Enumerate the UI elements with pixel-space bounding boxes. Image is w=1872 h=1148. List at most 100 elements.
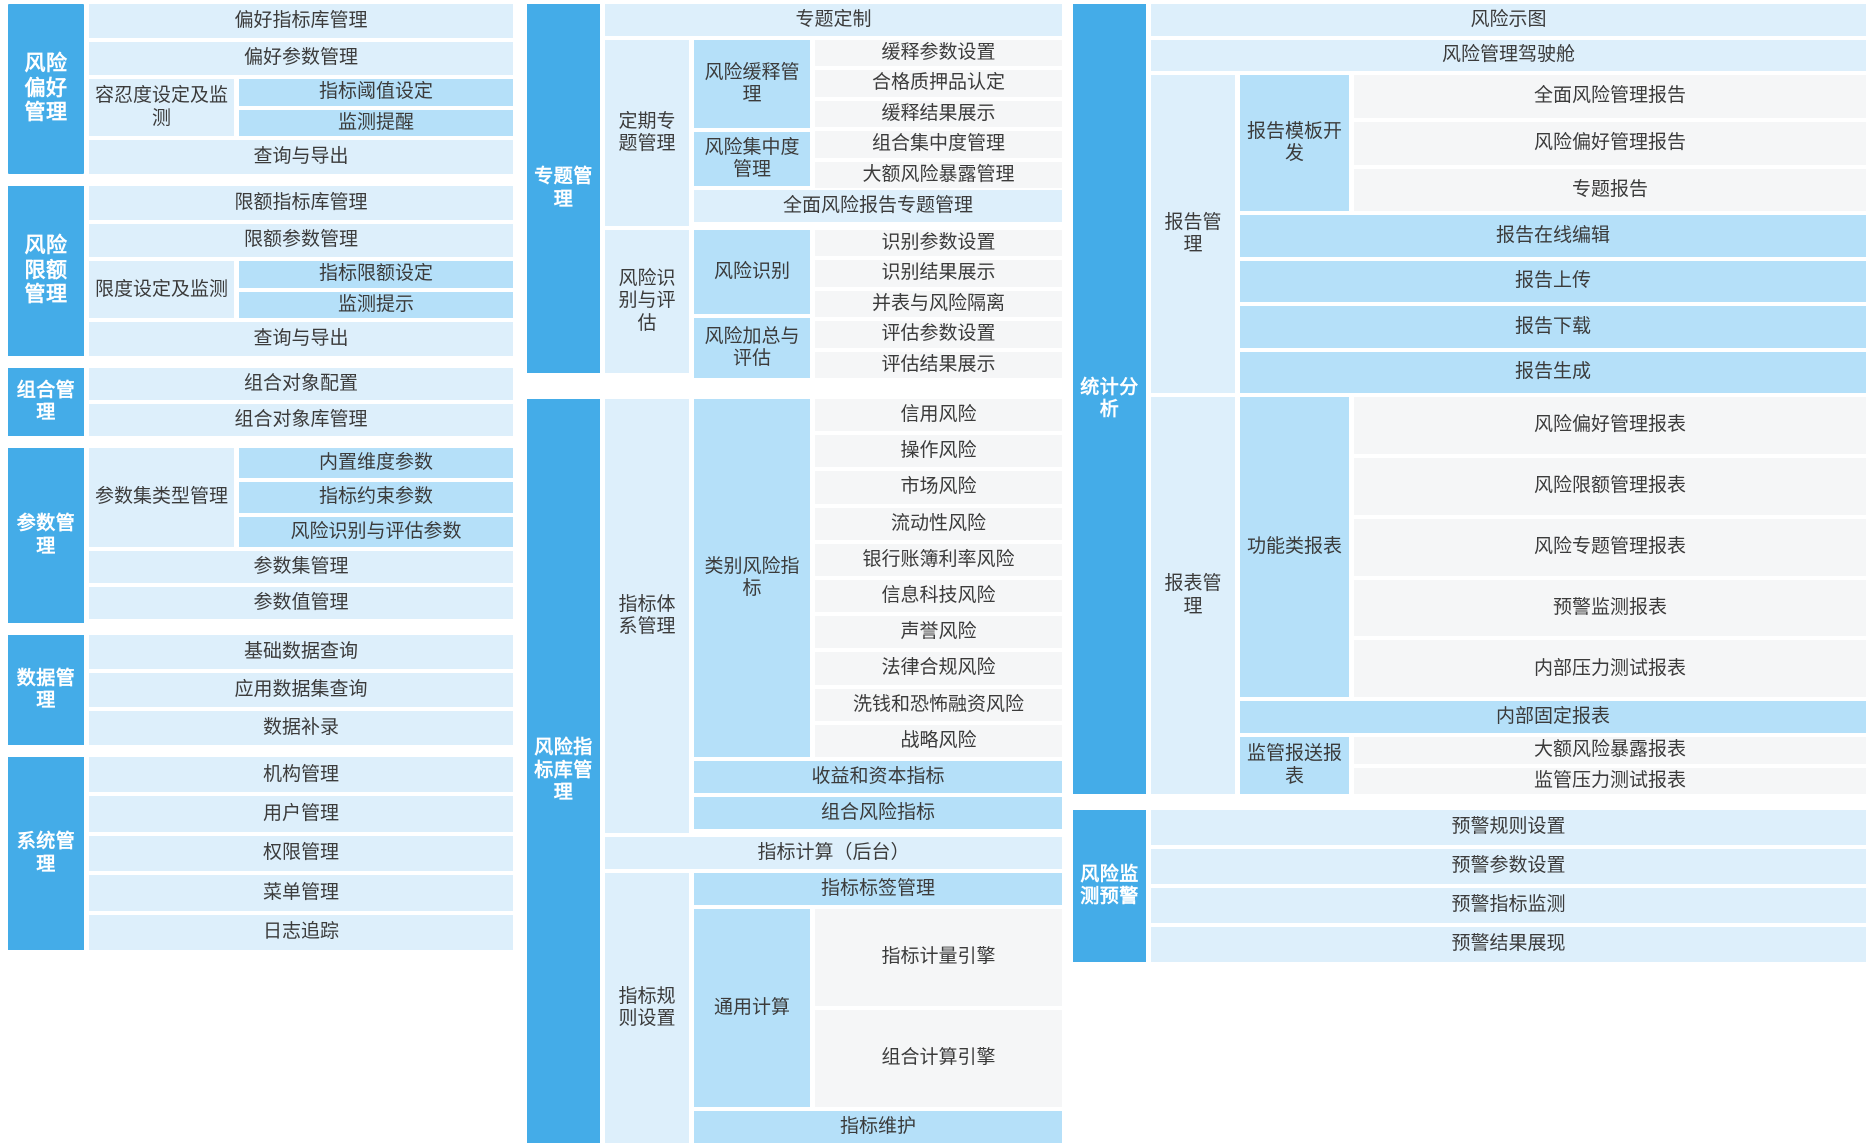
row-mid-risk-mitigation[interactable]: 风险缓释管理 [694, 40, 810, 128]
row-parent-indicator-system[interactable]: 指标体系管理 [605, 399, 689, 833]
row-item[interactable]: 查询与导出 [89, 322, 513, 356]
row-portfolio-risk-indicator[interactable]: 组合风险指标 [694, 797, 1062, 829]
row-leaf[interactable]: 评估结果展示 [815, 351, 1062, 379]
row-risk-cockpit[interactable]: 风险管理驾驶舱 [1151, 39, 1866, 72]
row-leaf[interactable]: 洗钱和恐怖融资风险 [815, 688, 1062, 721]
row-leaf[interactable]: 大额风险暴露报表 [1354, 737, 1866, 764]
row-leaf[interactable]: 评估参数设置 [815, 321, 1062, 348]
row-leaf[interactable]: 市场风险 [815, 471, 1062, 504]
row-item[interactable]: 限额指标库管理 [89, 186, 513, 220]
row-item[interactable]: 菜单管理 [89, 875, 513, 911]
row-report-download[interactable]: 报告下载 [1240, 306, 1866, 348]
group-header-system[interactable]: 系统管理 [8, 757, 84, 950]
row-leaf[interactable]: 银行账簿利率风险 [815, 543, 1062, 577]
row-item[interactable]: 基础数据查询 [89, 635, 513, 669]
row-child[interactable]: 内置维度参数 [239, 448, 513, 479]
row-parent[interactable]: 容忍度设定及监测 [89, 79, 234, 137]
row-leaf[interactable]: 内部压力测试报表 [1354, 640, 1866, 698]
row-item[interactable]: 组合对象库管理 [89, 404, 513, 436]
row-leaf[interactable]: 信息科技风险 [815, 580, 1062, 613]
row-child[interactable]: 指标约束参数 [239, 482, 513, 513]
row-item[interactable]: 参数集管理 [89, 551, 513, 583]
row-leaf[interactable]: 风险偏好管理报告 [1354, 121, 1866, 165]
group-header-topic-management[interactable]: 专题管理 [527, 4, 600, 373]
row-internal-fixed-report[interactable]: 内部固定报表 [1240, 701, 1866, 734]
row-leaf[interactable]: 缓释结果展示 [815, 100, 1062, 128]
group-header-portfolio[interactable]: 组合管理 [8, 368, 84, 436]
row-leaf[interactable]: 并表与风险隔离 [815, 290, 1062, 318]
row-item[interactable]: 预警结果展现 [1151, 927, 1866, 962]
row-leaf[interactable]: 合格质押品认定 [815, 70, 1062, 97]
row-parent-periodic-topic[interactable]: 定期专题管理 [605, 40, 689, 226]
row-parent-risk-identification[interactable]: 风险识别与评估 [605, 230, 689, 373]
row-item[interactable]: 应用数据集查询 [89, 673, 513, 707]
row-parent-report-management[interactable]: 报告管理 [1151, 75, 1235, 394]
row-item[interactable]: 限额参数管理 [89, 223, 513, 258]
row-parent-statement-management[interactable]: 报表管理 [1151, 397, 1235, 794]
row-leaf[interactable]: 法律合规风险 [815, 652, 1062, 685]
row-indicator-maintenance[interactable]: 指标维护 [694, 1111, 1062, 1143]
row-report-online-edit[interactable]: 报告在线编辑 [1240, 215, 1866, 257]
row-leaf[interactable]: 组合计算引擎 [815, 1010, 1062, 1107]
row-item[interactable]: 权限管理 [89, 835, 513, 872]
row-leaf[interactable]: 监管压力测试报表 [1354, 767, 1866, 794]
row-mid-risk-concentration[interactable]: 风险集中度管理 [694, 132, 810, 186]
group-header-risk-monitoring-alert[interactable]: 风险监测预警 [1073, 810, 1146, 962]
row-leaf[interactable]: 指标计量引擎 [815, 909, 1062, 1006]
row-leaf[interactable]: 风险限额管理报表 [1354, 457, 1866, 515]
row-mid-report-template-dev[interactable]: 报告模板开发 [1240, 75, 1349, 212]
row-leaf[interactable]: 大额风险暴露管理 [815, 161, 1062, 189]
row-mid-risk-identify[interactable]: 风险识别 [694, 230, 810, 314]
row-item[interactable]: 用户管理 [89, 796, 513, 832]
row-parent[interactable]: 参数集类型管理 [89, 448, 234, 547]
row-leaf[interactable]: 操作风险 [815, 435, 1062, 468]
row-item[interactable]: 偏好参数管理 [89, 41, 513, 76]
row-item[interactable]: 数据补录 [89, 711, 513, 745]
row-leaf[interactable]: 风险专题管理报表 [1354, 518, 1866, 576]
group-header-risk-limit[interactable]: 风险限额管理 [8, 186, 84, 356]
row-leaf[interactable]: 风险偏好管理报表 [1354, 397, 1866, 454]
row-leaf[interactable]: 预警监测报表 [1354, 579, 1866, 637]
row-report-generate[interactable]: 报告生成 [1240, 351, 1866, 394]
row-indicator-tag-management[interactable]: 指标标签管理 [694, 873, 1062, 905]
group-header-parameter[interactable]: 参数管理 [8, 448, 84, 623]
row-parent-indicator-rule[interactable]: 指标规则设置 [605, 873, 689, 1143]
row-child[interactable]: 指标阈值设定 [239, 79, 513, 106]
row-mid-functional-reports[interactable]: 功能类报表 [1240, 397, 1349, 698]
row-leaf[interactable]: 声誉风险 [815, 616, 1062, 649]
row-leaf[interactable]: 识别参数设置 [815, 230, 1062, 257]
row-child[interactable]: 风险识别与评估参数 [239, 516, 513, 547]
row-comprehensive-report-topic[interactable]: 全面风险报告专题管理 [694, 190, 1062, 222]
row-leaf[interactable]: 战略风险 [815, 724, 1062, 758]
row-leaf[interactable]: 专题报告 [1354, 168, 1866, 212]
row-leaf[interactable]: 流动性风险 [815, 507, 1062, 540]
group-header-risk-preference[interactable]: 风险偏好管理 [8, 4, 84, 174]
group-header-indicator-library[interactable]: 风险指标库管理 [527, 399, 600, 1143]
row-item[interactable]: 预警参数设置 [1151, 849, 1866, 884]
row-mid-category-risk-indicator[interactable]: 类别风险指标 [694, 399, 810, 757]
row-parent[interactable]: 限度设定及监测 [89, 261, 234, 319]
row-leaf[interactable]: 全面风险管理报告 [1354, 75, 1866, 118]
row-income-capital-indicator[interactable]: 收益和资本指标 [694, 761, 1062, 793]
row-child[interactable]: 指标限额设定 [239, 261, 513, 288]
row-mid-general-calculation[interactable]: 通用计算 [694, 909, 810, 1107]
row-indicator-calculation[interactable]: 指标计算（后台） [605, 837, 1062, 869]
row-item[interactable]: 查询与导出 [89, 140, 513, 174]
row-item[interactable]: 预警规则设置 [1151, 810, 1866, 845]
row-report-upload[interactable]: 报告上传 [1240, 260, 1866, 303]
row-item[interactable]: 预警指标监测 [1151, 888, 1866, 923]
row-leaf[interactable]: 缓释参数设置 [815, 40, 1062, 67]
row-mid-regulatory-reports[interactable]: 监管报送报表 [1240, 737, 1349, 794]
row-leaf[interactable]: 识别结果展示 [815, 260, 1062, 287]
row-item[interactable]: 组合对象配置 [89, 368, 513, 400]
row-item[interactable]: 机构管理 [89, 757, 513, 793]
row-child[interactable]: 监测提示 [239, 291, 513, 319]
row-item[interactable]: 参数值管理 [89, 587, 513, 619]
row-topic-custom[interactable]: 专题定制 [605, 4, 1062, 36]
row-risk-diagram[interactable]: 风险示图 [1151, 4, 1866, 36]
group-header-data[interactable]: 数据管理 [8, 635, 84, 745]
group-header-statistical-analysis[interactable]: 统计分析 [1073, 4, 1146, 794]
row-child[interactable]: 监测提醒 [239, 109, 513, 137]
row-item[interactable]: 偏好指标库管理 [89, 4, 513, 38]
row-item[interactable]: 日志追踪 [89, 914, 513, 951]
